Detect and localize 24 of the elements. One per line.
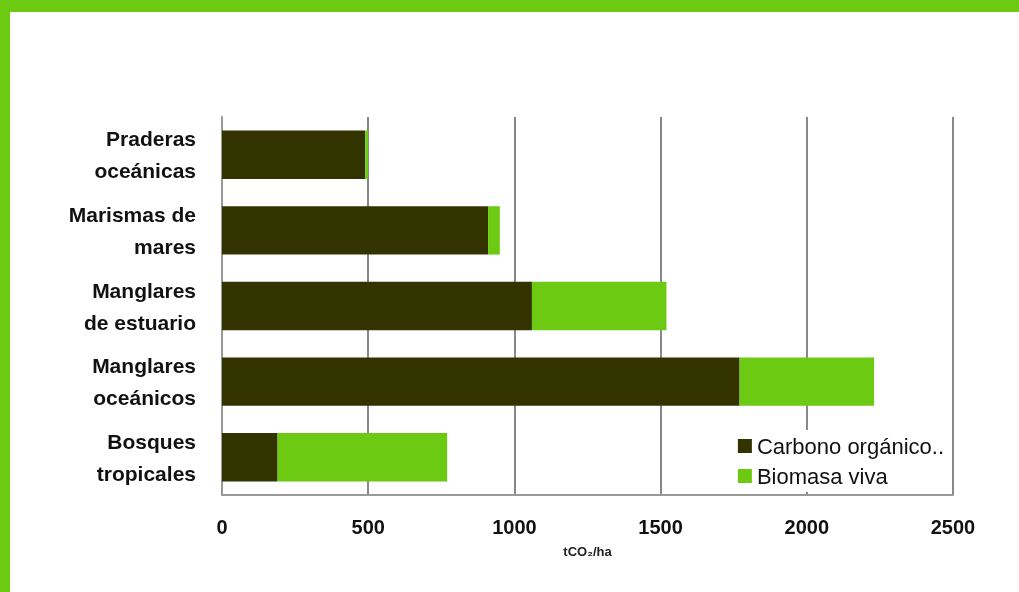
x-tick-label: 2500 bbox=[930, 516, 976, 538]
bar bbox=[222, 433, 278, 482]
x-tick-label: 0 bbox=[216, 516, 228, 538]
bar bbox=[531, 281, 667, 331]
y-tick-label: Manglares de estuario bbox=[83, 278, 196, 334]
y-tick-label: Manglares oceánicos bbox=[92, 354, 196, 410]
bar bbox=[222, 357, 740, 406]
legend-label: Biomasa viva bbox=[756, 463, 889, 489]
y-tick-label: Marismas de mares bbox=[68, 202, 196, 258]
x-tick-label: 1000 bbox=[492, 516, 537, 538]
x-tick-label: 1500 bbox=[638, 516, 683, 538]
x-axis-title: tCO₂/ha bbox=[563, 544, 613, 559]
y-tick-label: Praderas oceánicas bbox=[94, 127, 196, 183]
bar bbox=[488, 206, 500, 255]
x-tick-label: 2000 bbox=[784, 516, 830, 538]
bar bbox=[739, 357, 875, 406]
bar bbox=[222, 206, 489, 255]
legend-label: Carbono orgánico.. bbox=[756, 433, 945, 459]
bar bbox=[277, 433, 448, 482]
bar bbox=[365, 130, 369, 179]
x-tick-label: 500 bbox=[351, 516, 385, 538]
bar bbox=[222, 130, 366, 179]
bar bbox=[222, 281, 532, 331]
y-tick-label: Bosques tropicales bbox=[96, 429, 196, 485]
